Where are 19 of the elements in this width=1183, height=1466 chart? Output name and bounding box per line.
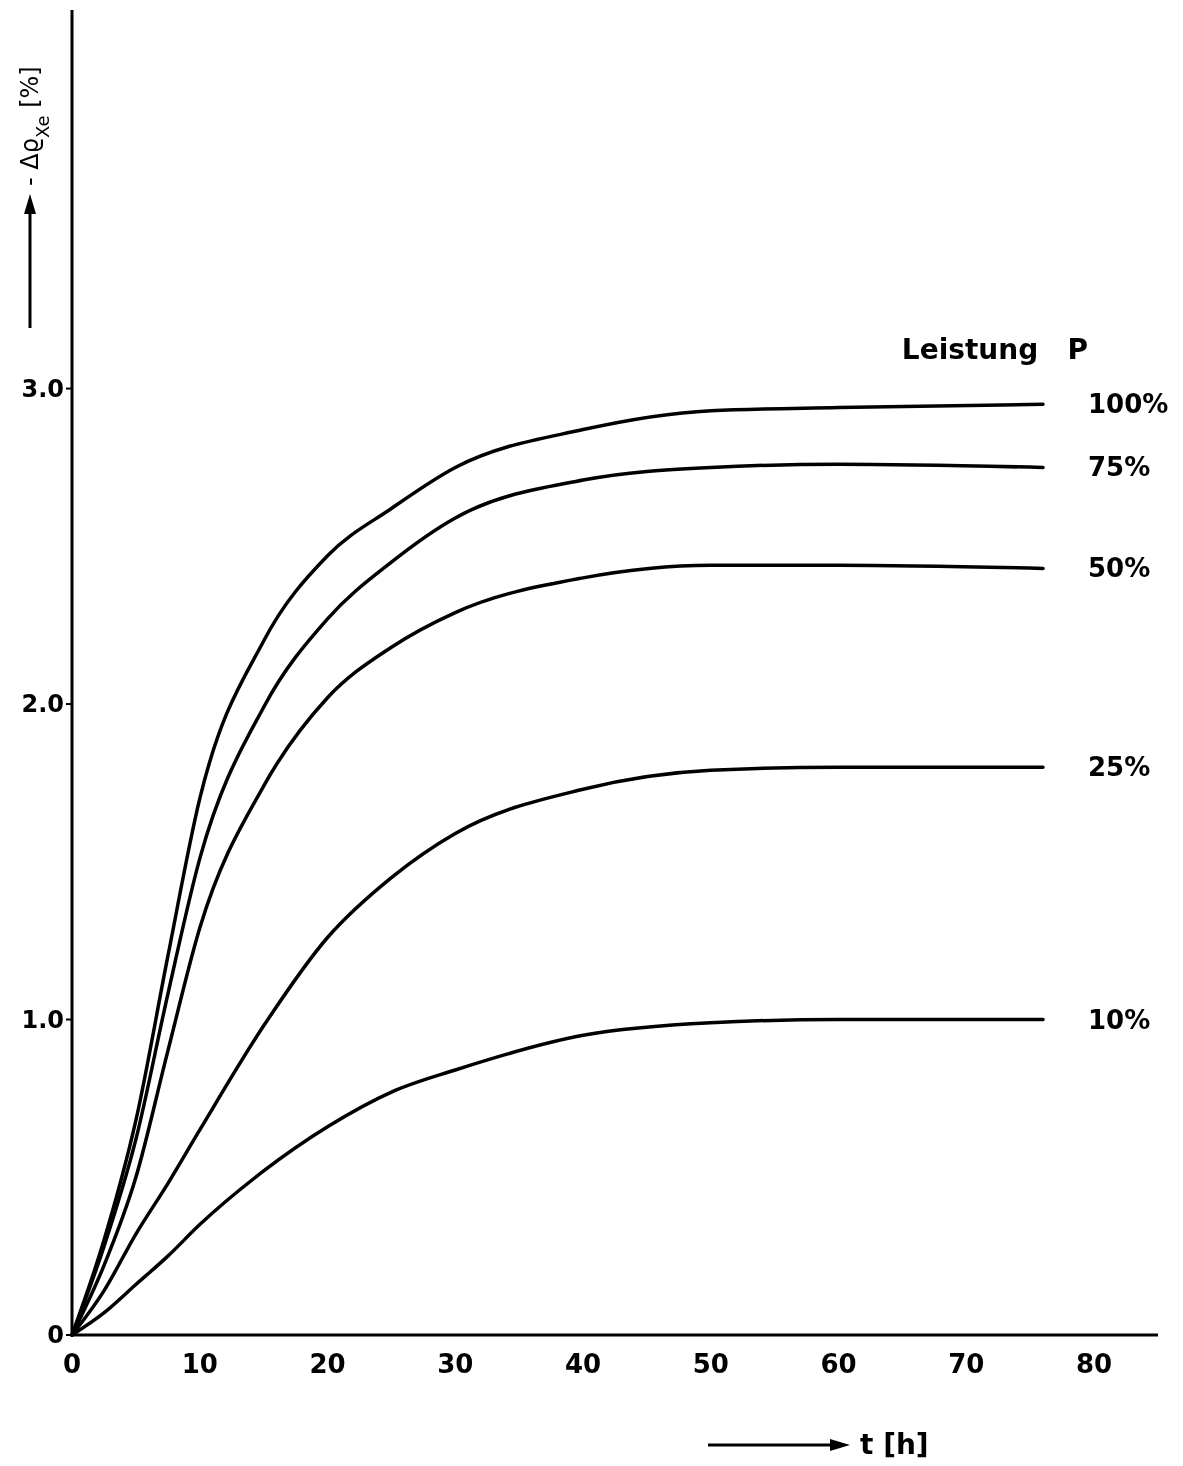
y-tick-label: 1.0 (21, 1005, 64, 1034)
x-tick-label: 60 (820, 1349, 857, 1379)
series-label: 50% (1088, 553, 1151, 584)
x-tick-label: 10 (181, 1349, 218, 1379)
x-tick-label: 30 (437, 1349, 474, 1379)
y-tick-label: 3.0 (21, 374, 64, 403)
series-label: 75% (1088, 452, 1151, 483)
x-tick-label: 50 (692, 1349, 729, 1379)
y-tick-label: 0 (47, 1321, 64, 1350)
x-tick-label: 80 (1076, 1349, 1113, 1379)
legend-title: Leistung P (901, 333, 1089, 367)
series-label: 10% (1088, 1004, 1151, 1035)
x-axis-title: t [h] (860, 1428, 929, 1461)
x-tick-label: 20 (309, 1349, 346, 1379)
x-tick-label: 70 (948, 1349, 985, 1379)
series-label: 25% (1088, 752, 1151, 783)
x-tick-label: 40 (564, 1349, 602, 1379)
y-tick-label: 2.0 (21, 690, 64, 719)
series-label: 100% (1088, 389, 1169, 420)
